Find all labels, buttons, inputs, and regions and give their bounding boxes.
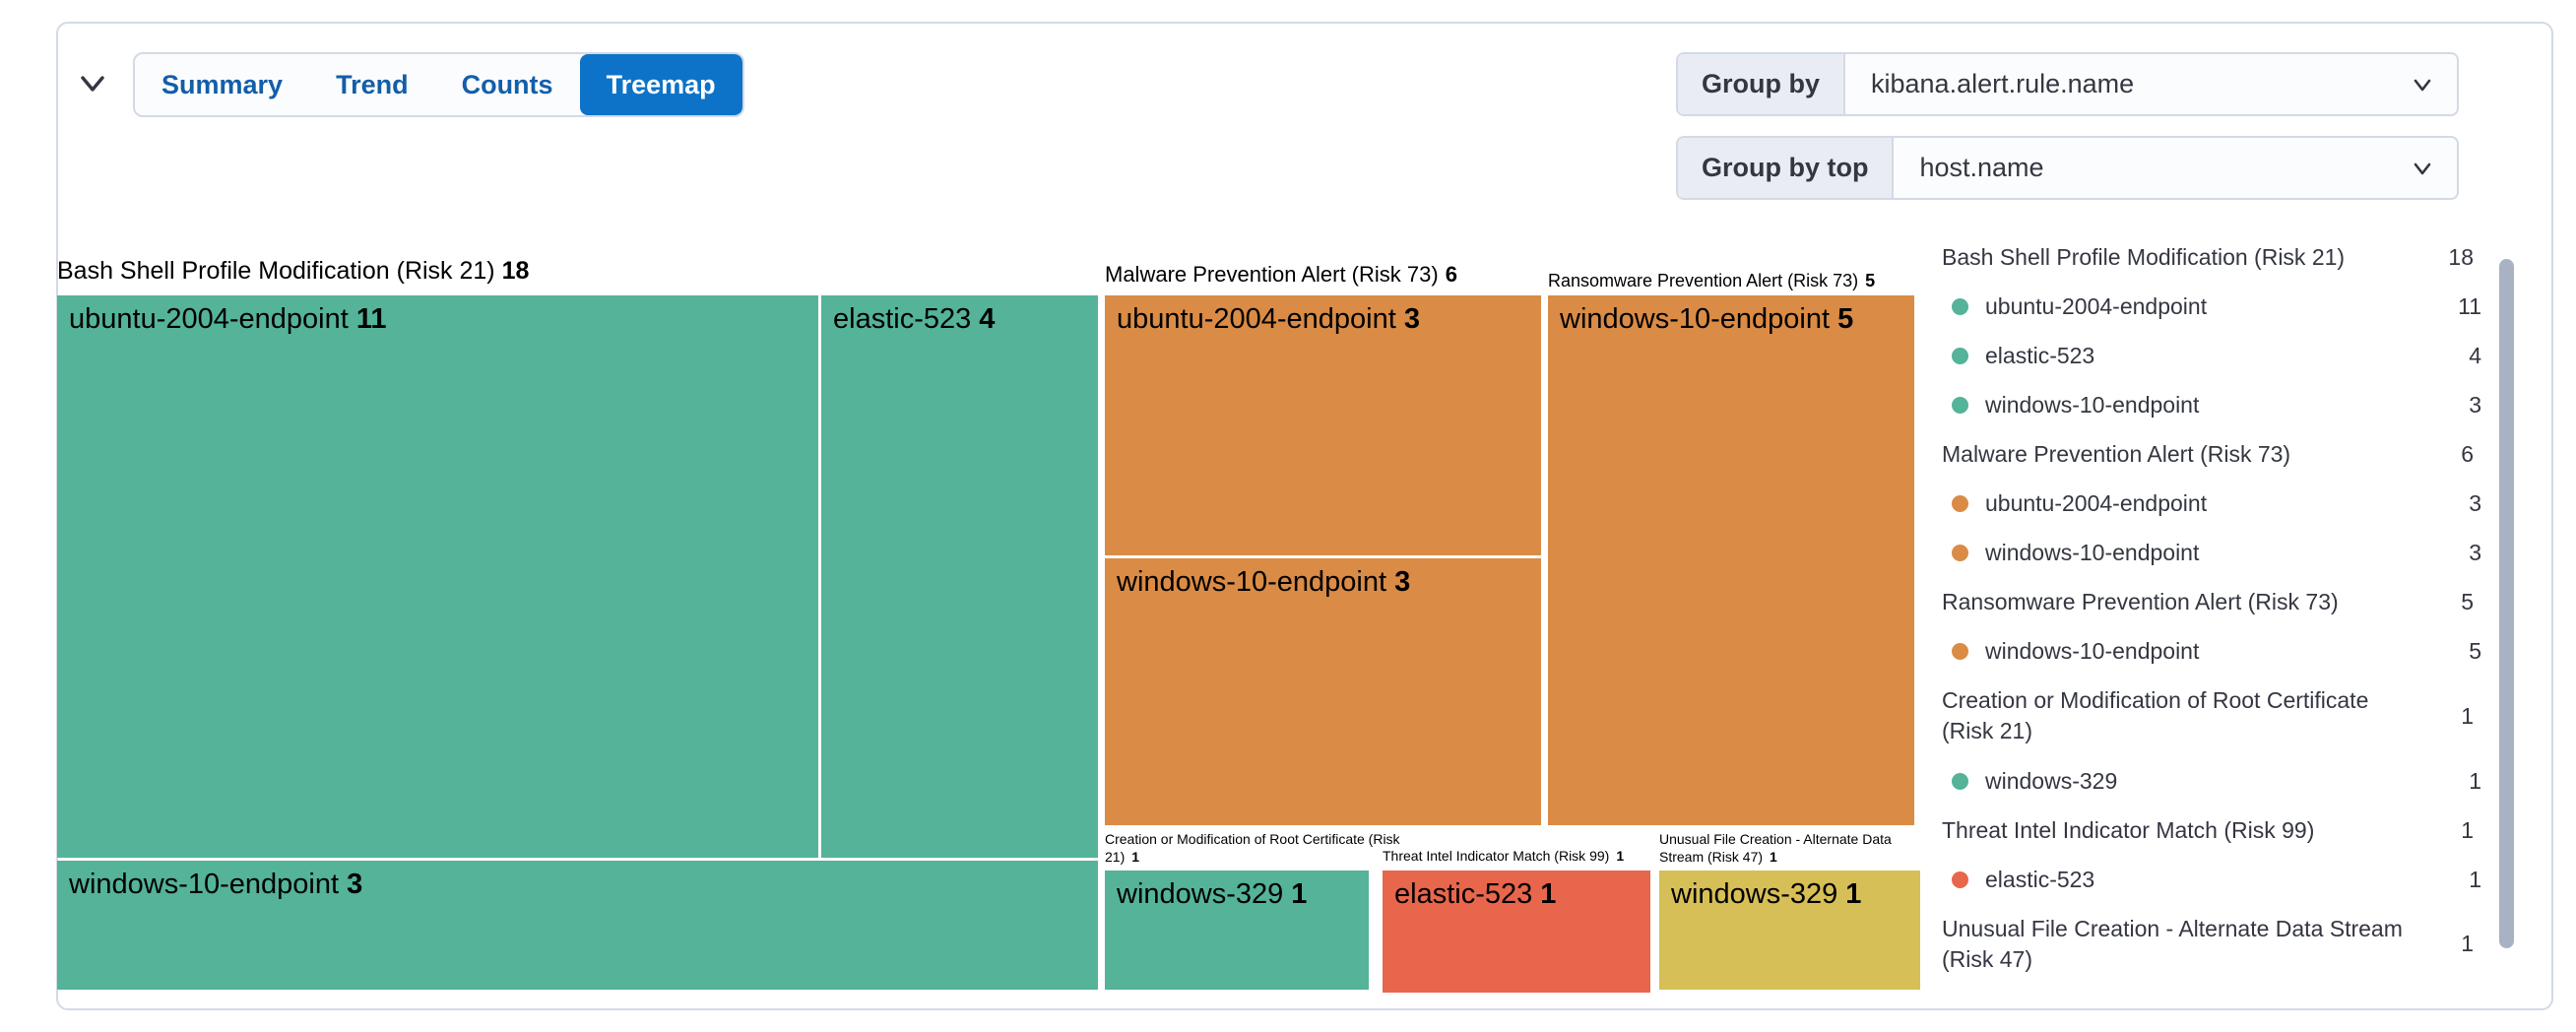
tile-malware-ubuntu-2004-endpoint[interactable]: ubuntu-2004-endpoint 3 xyxy=(1105,295,1541,555)
group-by-select[interactable]: Group by kibana.alert.rule.name xyxy=(1676,52,2459,116)
legend-dot-orange xyxy=(1952,495,1968,513)
tab-summary[interactable]: Summary xyxy=(135,54,309,115)
treemap-legend: Bash Shell Profile Modification (Risk 21… xyxy=(1942,242,2481,994)
legend-rule-row[interactable]: Malware Prevention Alert (Risk 73) 6 xyxy=(1942,441,2474,468)
treemap-group-header-root-certificate: Creation or Modification of Root Certifi… xyxy=(1105,831,1400,866)
legend-dot-green xyxy=(1952,397,1968,415)
tile-threat-intel-elastic-523[interactable]: elastic-523 1 xyxy=(1383,871,1650,993)
legend-host-row[interactable]: windows-10-endpoint 3 xyxy=(1942,390,2481,420)
legend-dot-green xyxy=(1952,772,1968,790)
treemap-group-header-unusual-file: Unusual File Creation - Alternate Data S… xyxy=(1659,831,1892,866)
legend-host-row[interactable]: ubuntu-2004-endpoint 11 xyxy=(1942,291,2481,322)
tile-bash-elastic-523[interactable]: elastic-523 4 xyxy=(821,295,1098,858)
treemap-group-header-bash-shell: Bash Shell Profile Modification (Risk 21… xyxy=(57,257,530,285)
collapse-toggle-button[interactable] xyxy=(69,61,116,108)
tile-ransomware-windows-10-endpoint[interactable]: windows-10-endpoint 5 xyxy=(1548,295,1914,825)
legend-dot-orange xyxy=(1952,643,1968,661)
tile-bash-windows-10-endpoint[interactable]: windows-10-endpoint 3 xyxy=(57,861,1098,990)
group-by-top-value: host.name xyxy=(1919,153,2044,182)
legend-dot-orange xyxy=(1952,545,1968,562)
treemap-group-header-ransomware-prevention: Ransomware Prevention Alert (Risk 73) 5 xyxy=(1548,271,1876,290)
legend-rule-row[interactable]: Creation or Modification of Root Certifi… xyxy=(1942,687,2474,744)
group-by-top-select[interactable]: Group by top host.name xyxy=(1676,136,2459,200)
tile-root-certificate-windows-329[interactable]: windows-329 1 xyxy=(1105,871,1369,990)
tab-trend[interactable]: Trend xyxy=(309,54,435,115)
group-by-top-label: Group by top xyxy=(1678,138,1895,198)
chevron-down-icon xyxy=(2388,54,2457,114)
legend-rule-row[interactable]: Threat Intel Indicator Match (Risk 99) 1 xyxy=(1942,816,2474,843)
legend-host-row[interactable]: ubuntu-2004-endpoint 3 xyxy=(1942,488,2481,519)
group-by-label: Group by xyxy=(1678,54,1845,114)
legend-rule-row[interactable]: Bash Shell Profile Modification (Risk 21… xyxy=(1942,244,2474,271)
legend-rule-row[interactable]: Ransomware Prevention Alert (Risk 73) 5 xyxy=(1942,589,2474,615)
group-by-value: kibana.alert.rule.name xyxy=(1871,69,2135,98)
tile-unusual-file-windows-329[interactable]: windows-329 1 xyxy=(1659,871,1920,990)
legend-host-row[interactable]: elastic-523 1 xyxy=(1942,865,2481,895)
view-selector-button-group: Summary Trend Counts Treemap xyxy=(133,52,744,117)
legend-dot-green xyxy=(1952,298,1968,316)
chevron-down-icon xyxy=(2388,138,2457,198)
legend-host-row[interactable]: windows-10-endpoint 3 xyxy=(1942,538,2481,568)
legend-host-row[interactable]: windows-329 1 xyxy=(1942,766,2481,797)
tab-treemap[interactable]: Treemap xyxy=(579,54,742,115)
tile-malware-windows-10-endpoint[interactable]: windows-10-endpoint 3 xyxy=(1105,558,1541,825)
legend-dot-green xyxy=(1952,348,1968,365)
treemap-group-header-threat-intel: Threat Intel Indicator Match (Risk 99) 1 xyxy=(1383,848,1625,864)
legend-scrollbar-thumb[interactable] xyxy=(2499,259,2514,948)
legend-host-row[interactable]: windows-10-endpoint 5 xyxy=(1942,636,2481,667)
chevron-down-icon xyxy=(76,67,109,103)
legend-dot-red xyxy=(1952,871,1968,888)
tile-bash-ubuntu-2004-endpoint[interactable]: ubuntu-2004-endpoint 11 xyxy=(57,295,818,858)
treemap-group-header-malware-prevention: Malware Prevention Alert (Risk 73) 6 xyxy=(1105,262,1457,287)
legend-rule-row[interactable]: Unusual File Creation - Alternate Data S… xyxy=(1942,915,2474,972)
tab-counts[interactable]: Counts xyxy=(435,54,580,115)
legend-host-row[interactable]: elastic-523 4 xyxy=(1942,341,2481,371)
